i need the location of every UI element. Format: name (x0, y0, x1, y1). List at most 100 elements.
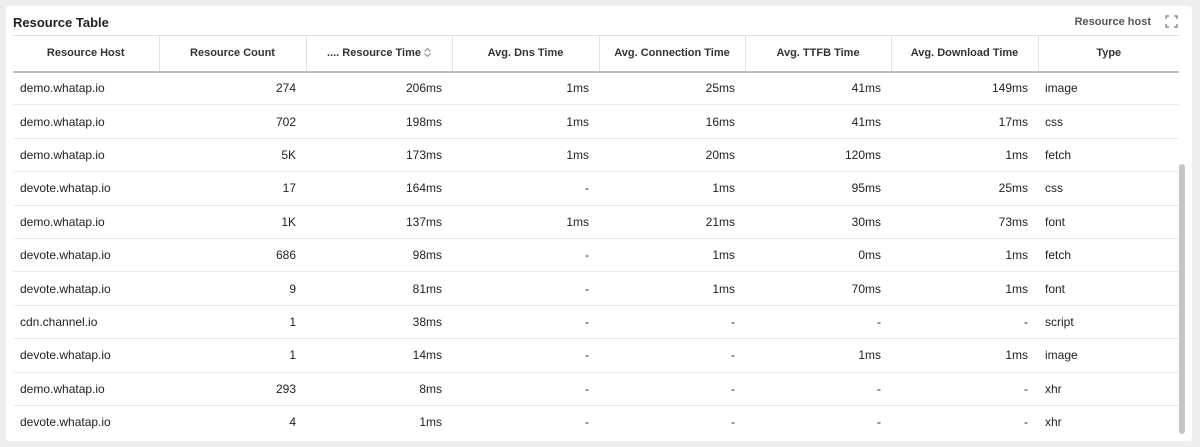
cell-type: image (1038, 71, 1179, 106)
cell-resource-count: 17 (159, 171, 306, 206)
column-header-avg-download-time[interactable]: Avg. Download Time (891, 35, 1039, 73)
cell-resource-host: devote.whatap.io (13, 338, 159, 373)
cell-resource-count: 4 (159, 405, 306, 435)
column-header-avg-dns-time[interactable]: Avg. Dns Time (452, 35, 600, 73)
table-row[interactable]: devote.whatap.io 9 81ms -1ms 70ms 1ms font (13, 271, 1179, 306)
cell-resource-host: devote.whatap.io (13, 238, 159, 273)
cell-avg-ttfb-time: - (745, 305, 891, 340)
cell-avg-connection-time: 21ms (599, 205, 745, 239)
column-header-avg-ttfb-time[interactable]: Avg. TTFB Time (745, 35, 892, 73)
cell-resource-host: demo.whatap.io (13, 71, 159, 106)
table-row[interactable]: demo.whatap.io 293 8ms - - - - xhr (13, 372, 1179, 406)
cell-avg-ttfb-time: - (745, 372, 891, 406)
table-row[interactable]: demo.whatap.io 702 198ms 1ms 16ms 41ms 17ms css (13, 104, 1179, 139)
table-row[interactable]: demo.whatap.io 274 206ms 1ms 25ms 41ms 149ms im… (13, 71, 1179, 106)
cell-resource-time: 198ms (306, 104, 452, 139)
vertical-scrollbar[interactable] (1179, 72, 1186, 435)
cell-resource-time: 206ms (306, 71, 452, 106)
cell-avg-dns-time: 1ms (452, 104, 599, 139)
table-row[interactable]: devote.whatap.io 686 98ms -1ms 0ms 1ms fetch (13, 238, 1179, 273)
cell-resource-time: 173ms (306, 138, 452, 173)
column-header-resource-time[interactable]: .... Resource Time (306, 35, 453, 73)
cell-avg-dns-time: - (452, 171, 599, 206)
cell-avg-connection-time: 20ms (599, 138, 745, 173)
cell-resource-host: demo.whatap.io (13, 104, 159, 139)
cell-type: font (1038, 271, 1179, 306)
column-header-label: Type (1096, 47, 1122, 60)
column-header-type[interactable]: Type (1038, 35, 1179, 73)
cell-type: css (1038, 104, 1179, 139)
cell-avg-connection-time: 25ms (599, 71, 745, 106)
column-header-label: Avg. Download Time (910, 47, 1019, 60)
column-header-resource-count[interactable]: Resource Count (159, 35, 307, 73)
cell-resource-host: devote.whatap.io (13, 171, 159, 206)
column-header-resource-host[interactable]: Resource Host (13, 35, 160, 73)
cell-avg-connection-time: - (599, 338, 745, 373)
cell-avg-download-time: - (891, 372, 1038, 406)
cell-resource-time: 38ms (306, 305, 452, 340)
cell-avg-ttfb-time: 120ms (745, 138, 891, 173)
cell-avg-dns-time: - (452, 372, 599, 406)
table-header-row: Resource Host Resource Count .... Resour… (13, 35, 1179, 73)
cell-avg-download-time: 25ms (891, 171, 1038, 206)
cell-avg-ttfb-time: 30ms (745, 205, 891, 239)
resource-table: Resource Host Resource Count .... Resour… (13, 35, 1179, 435)
cell-resource-host: devote.whatap.io (13, 271, 159, 306)
cell-resource-count: 9 (159, 271, 306, 306)
expand-icon[interactable] (1165, 15, 1178, 28)
cell-type: font (1038, 205, 1179, 239)
cell-resource-count: 1K (159, 205, 306, 239)
cell-avg-ttfb-time: 41ms (745, 71, 891, 106)
cell-avg-download-time: - (891, 405, 1038, 435)
column-header-avg-connection-time[interactable]: Avg. Connection Time (599, 35, 746, 73)
cell-avg-download-time: 1ms (891, 238, 1038, 273)
column-header-label: Resource Host (46, 47, 125, 60)
cell-avg-connection-time: 16ms (599, 104, 745, 139)
cell-resource-count: 702 (159, 104, 306, 139)
cell-avg-dns-time: - (452, 338, 599, 373)
column-header-label: Avg. Connection Time (614, 47, 730, 60)
cell-avg-dns-time: - (452, 405, 599, 435)
cell-resource-host: cdn.channel.io (13, 305, 159, 340)
table-row[interactable]: devote.whatap.io 4 1ms - - - - xhr (13, 405, 1179, 435)
cell-type: xhr (1038, 405, 1179, 435)
header-tools: Resource host (1075, 15, 1178, 28)
cell-avg-download-time: 73ms (891, 205, 1038, 239)
cell-avg-dns-time: - (452, 271, 599, 306)
table-row[interactable]: devote.whatap.io 1 14ms - -1ms 1ms image (13, 338, 1179, 373)
cell-avg-ttfb-time: - (745, 405, 891, 435)
table-row[interactable]: cdn.channel.io 1 38ms - - - - script (13, 305, 1179, 340)
cell-resource-time: 1ms (306, 405, 452, 435)
cell-resource-host: demo.whatap.io (13, 138, 159, 173)
cell-resource-count: 1 (159, 305, 306, 340)
cell-type: image (1038, 338, 1179, 373)
column-header-label: Resource Count (190, 47, 275, 60)
cell-type: fetch (1038, 138, 1179, 173)
resource-host-filter-button[interactable]: Resource host (1074, 15, 1151, 28)
cell-avg-download-time: 149ms (891, 71, 1038, 106)
cell-resource-time: 137ms (306, 205, 452, 239)
cell-resource-time: 98ms (306, 238, 452, 273)
cell-resource-count: 5K (159, 138, 306, 173)
panel-header: Resource Table Resource host (6, 6, 1192, 38)
table-row[interactable]: devote.whatap.io 17 164ms -1ms 95ms 25ms css (13, 171, 1179, 206)
cell-type: script (1038, 305, 1179, 340)
cell-avg-dns-time: - (452, 305, 599, 340)
cell-avg-download-time: 1ms (891, 271, 1038, 306)
cell-avg-dns-time: 1ms (452, 138, 599, 173)
cell-avg-dns-time: 1ms (452, 205, 599, 239)
cell-resource-time: 8ms (306, 372, 452, 406)
scrollbar-thumb[interactable] (1179, 164, 1185, 434)
cell-type: fetch (1038, 238, 1179, 273)
resource-table-container: Resource Host Resource Count .... Resour… (13, 35, 1186, 435)
table-row[interactable]: demo.whatap.io 5K 173ms 1ms 20ms 120ms 1ms fetc… (13, 138, 1179, 173)
cell-resource-time: 164ms (306, 171, 452, 206)
cell-avg-ttfb-time: 95ms (745, 171, 891, 206)
table-row[interactable]: demo.whatap.io 1K 137ms 1ms 21ms 30ms 73ms font (13, 205, 1179, 239)
column-header-label: Avg. Dns Time (487, 47, 564, 60)
cell-avg-connection-time: - (599, 305, 745, 340)
sort-updown-icon[interactable] (424, 48, 431, 58)
cell-avg-download-time: 1ms (891, 338, 1038, 373)
resource-table-panel: Resource Table Resource host (6, 6, 1192, 441)
cell-resource-count: 686 (159, 238, 306, 273)
